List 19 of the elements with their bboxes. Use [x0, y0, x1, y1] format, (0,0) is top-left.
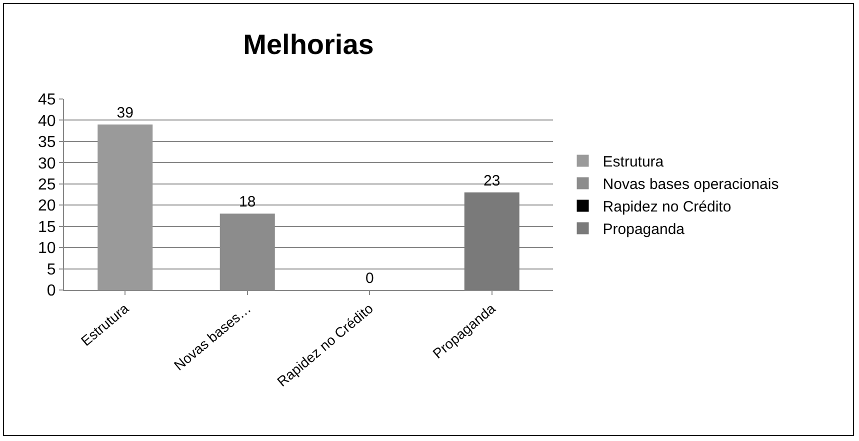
legend-label: Propaganda: [602, 221, 686, 238]
y-tick-label: 15: [38, 218, 56, 236]
y-tick-label: 0: [46, 282, 56, 300]
y-tick-label: 35: [38, 134, 56, 152]
y-tick-label: 25: [38, 176, 56, 194]
chart-title: Melhorias: [243, 28, 374, 60]
data-label: 18: [239, 194, 256, 211]
data-label: 0: [365, 270, 374, 287]
data-label: 23: [484, 172, 500, 190]
y-tick-label: 5: [46, 261, 56, 278]
legend-label: Estrutura: [602, 154, 664, 171]
y-tick-label: 20: [38, 198, 56, 215]
data-label: 39: [116, 104, 134, 122]
y-tick-label: 40: [38, 112, 56, 130]
y-tick-label: 30: [38, 155, 56, 172]
y-tick-label: 45: [38, 92, 56, 109]
legend-label: Rapidez no Crédito: [602, 198, 732, 216]
y-tick-label: 10: [38, 240, 56, 258]
legend-label: Novas bases operacionais: [602, 176, 779, 194]
